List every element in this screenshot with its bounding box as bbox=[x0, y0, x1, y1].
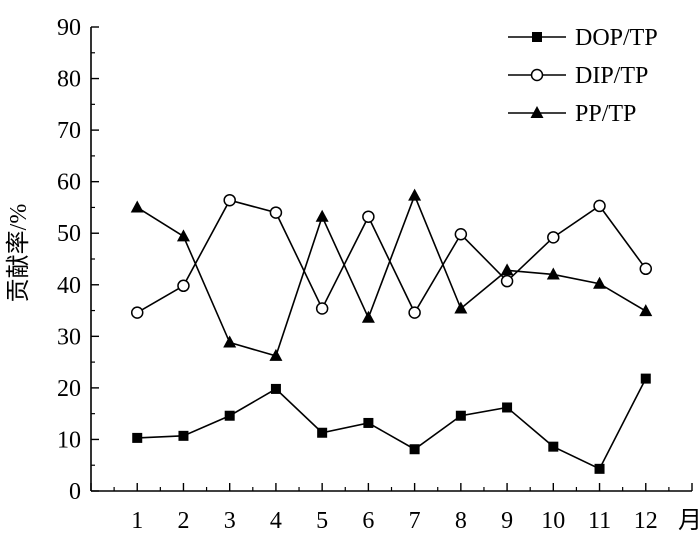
series-dop-tp bbox=[132, 373, 651, 474]
data-point bbox=[315, 302, 329, 315]
series-line-dop-tp bbox=[137, 378, 647, 470]
data-point bbox=[317, 427, 328, 438]
x-tick-label: 3 bbox=[224, 508, 236, 534]
data-point bbox=[176, 229, 190, 242]
x-tick-label: 4 bbox=[270, 508, 282, 534]
x-tick-label: 5 bbox=[316, 508, 328, 534]
series-group bbox=[130, 188, 653, 474]
data-point bbox=[363, 417, 374, 428]
x-axis-label: 月 bbox=[678, 508, 700, 534]
data-point bbox=[224, 410, 235, 421]
y-axis-label: 贡献率/% bbox=[5, 204, 32, 303]
data-point bbox=[454, 301, 468, 314]
data-point bbox=[270, 383, 281, 394]
data-point bbox=[269, 206, 283, 219]
x-tick-label: 9 bbox=[501, 508, 513, 534]
legend-item-pp-tp: PP/TP bbox=[508, 101, 636, 127]
data-point bbox=[500, 263, 514, 276]
y-tick-label: 30 bbox=[57, 324, 81, 350]
data-point bbox=[500, 274, 514, 288]
data-point bbox=[594, 463, 605, 474]
x-tick-label: 10 bbox=[541, 508, 565, 534]
y-tick-label: 50 bbox=[57, 221, 81, 247]
data-point bbox=[546, 267, 560, 280]
data-point bbox=[455, 410, 466, 421]
y-tick-label: 40 bbox=[57, 273, 81, 299]
legend-marker bbox=[530, 106, 544, 118]
x-tick-label: 7 bbox=[409, 508, 421, 534]
data-point bbox=[502, 402, 513, 413]
series-dip-tp bbox=[130, 193, 653, 319]
x-tick-label: 1 bbox=[131, 508, 143, 534]
legend-label: PP/TP bbox=[575, 101, 636, 127]
legend-item-dop-tp: DOP/TP bbox=[508, 25, 658, 51]
data-point bbox=[548, 441, 559, 452]
y-tick-label: 60 bbox=[57, 170, 81, 196]
y-tick-label: 80 bbox=[57, 67, 81, 93]
y-tick-label: 0 bbox=[69, 479, 81, 505]
data-point bbox=[130, 306, 144, 319]
data-point bbox=[593, 276, 607, 289]
data-point bbox=[132, 432, 143, 443]
x-tick-label: 12 bbox=[634, 508, 658, 534]
data-point bbox=[640, 373, 651, 384]
y-tick-label: 20 bbox=[57, 376, 81, 402]
data-point bbox=[269, 348, 283, 361]
legend-marker bbox=[530, 68, 544, 82]
legend-label: DIP/TP bbox=[575, 63, 648, 89]
data-point bbox=[177, 279, 190, 293]
legend: DOP/TP DIP/TP PP/TP bbox=[508, 25, 658, 127]
series-line-pp-tp bbox=[136, 193, 647, 357]
series-line-dip-tp bbox=[136, 199, 647, 315]
data-point bbox=[130, 200, 144, 213]
x-tick-label: 6 bbox=[362, 508, 374, 534]
x-ticks: 1 2 3 4 5 6 7 8 9 10 11 12 bbox=[90, 483, 693, 534]
y-ticks: 0 10 20 30 40 50 60 70 80 90 bbox=[57, 15, 99, 505]
data-point bbox=[361, 310, 375, 323]
x-tick-label: 11 bbox=[588, 508, 611, 534]
legend-item-dip-tp: DIP/TP bbox=[508, 63, 648, 89]
data-point bbox=[639, 304, 653, 317]
axes bbox=[90, 27, 692, 492]
data-point bbox=[408, 188, 422, 201]
data-point bbox=[223, 193, 236, 207]
legend-marker bbox=[532, 32, 542, 42]
y-tick-label: 10 bbox=[57, 427, 81, 453]
data-point bbox=[547, 231, 560, 244]
data-point bbox=[639, 262, 653, 276]
data-point bbox=[178, 430, 189, 441]
y-tick-label: 70 bbox=[57, 118, 81, 144]
data-point bbox=[408, 306, 421, 319]
legend-label: DOP/TP bbox=[575, 25, 658, 51]
x-tick-label: 2 bbox=[177, 508, 189, 534]
data-point bbox=[454, 228, 468, 241]
data-point bbox=[315, 209, 329, 222]
x-tick-label: 8 bbox=[455, 508, 467, 534]
data-point bbox=[593, 199, 606, 213]
data-point bbox=[409, 444, 420, 455]
y-tick-label: 90 bbox=[57, 15, 81, 41]
data-point bbox=[362, 210, 375, 223]
data-point bbox=[223, 335, 237, 348]
series-pp-tp bbox=[130, 188, 653, 361]
